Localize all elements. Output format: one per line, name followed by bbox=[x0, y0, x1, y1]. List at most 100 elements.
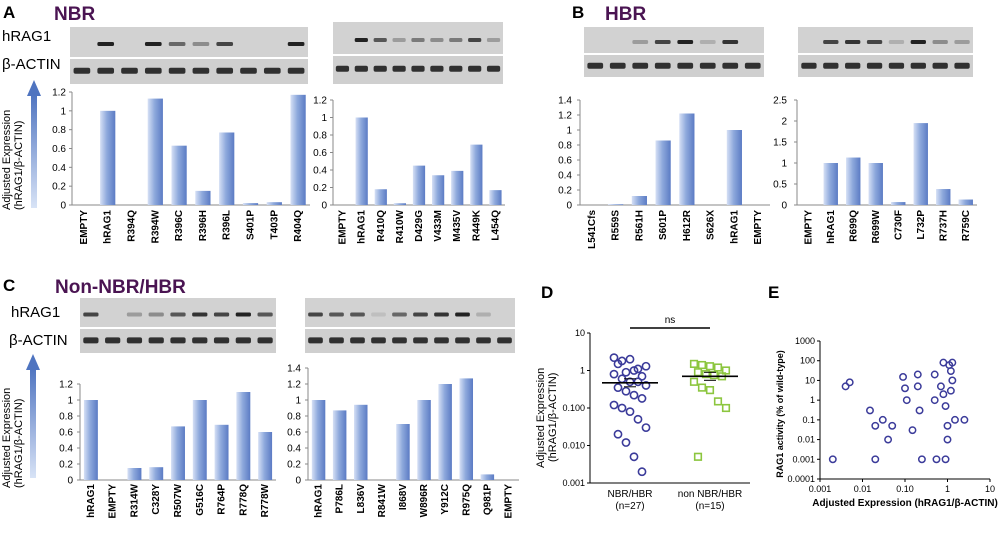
bar bbox=[412, 165, 426, 205]
y-tick-label: 0.2 bbox=[558, 186, 572, 197]
data-point bbox=[917, 455, 926, 464]
y-tick-label: 0.010 bbox=[562, 441, 585, 451]
category-label: hRAG1 bbox=[826, 210, 837, 244]
data-point bbox=[633, 377, 643, 387]
y-tick-label: 1 bbox=[566, 126, 572, 137]
western-blot-b1 bbox=[584, 27, 764, 77]
bar bbox=[396, 424, 410, 480]
x-tick-label: 10 bbox=[985, 484, 995, 494]
x-axis-title: Adjusted Expression (hRAG1/β-ACTIN) bbox=[812, 498, 998, 509]
data-point bbox=[629, 452, 639, 462]
bar bbox=[679, 113, 695, 205]
bar bbox=[332, 410, 347, 480]
y-tick-label: 0.4 bbox=[287, 444, 301, 455]
bar-chart-c2: 0 0.2 0.4 0.6 0.8 1 1.2 1.4 hRAG1 P786L L836V R841W… bbox=[287, 364, 519, 518]
data-point bbox=[633, 364, 643, 374]
bar bbox=[149, 467, 164, 480]
y-tick-label: 10 bbox=[805, 375, 815, 385]
y-tick-label: 1 bbox=[781, 159, 787, 170]
bar bbox=[480, 474, 495, 480]
data-point bbox=[713, 397, 723, 406]
x-tick-label: 0.001 bbox=[809, 484, 832, 494]
data-point bbox=[828, 455, 837, 464]
bar bbox=[417, 400, 431, 480]
y-tick-label: 0.001 bbox=[562, 478, 585, 488]
data-point bbox=[946, 386, 955, 395]
bar-chart-b1: 0 0.2 0.4 0.6 0.8 1 1.2 1.4 L541Cfs R559S R561H S60… bbox=[558, 96, 770, 249]
hrag1-label-a: hRAG1 bbox=[2, 28, 51, 45]
data-point bbox=[871, 455, 880, 464]
bar bbox=[393, 203, 407, 205]
svg-text:(hRAG1/β-ACTIN): (hRAG1/β-ACTIN) bbox=[547, 373, 559, 462]
y-tick-label: 0.001 bbox=[792, 454, 815, 464]
bar bbox=[655, 140, 671, 205]
category-label: hRAG1 bbox=[357, 210, 368, 244]
bar bbox=[726, 130, 742, 205]
category-label: EMPTY bbox=[753, 210, 764, 245]
data-point bbox=[637, 371, 647, 381]
y-tick-label: 0.5 bbox=[773, 180, 787, 191]
data-point bbox=[621, 386, 631, 396]
bar bbox=[470, 144, 483, 205]
category-label: R561H bbox=[634, 210, 645, 241]
y-tick-label: 1.2 bbox=[558, 111, 572, 122]
y-tick-label: 1 bbox=[67, 396, 73, 407]
y-tick-label: 0.01 bbox=[797, 435, 815, 445]
y-tick-label: 1.4 bbox=[558, 96, 572, 107]
y-tick-label: 0.6 bbox=[287, 428, 301, 439]
y-tick-label: 0 bbox=[67, 476, 73, 487]
y-tick-label: 1 bbox=[810, 395, 815, 405]
bar bbox=[236, 392, 251, 480]
actin-label-c: β-ACTIN bbox=[9, 332, 68, 349]
bar bbox=[192, 400, 207, 480]
y-tick-label: 100 bbox=[800, 356, 815, 366]
y-tick-label: 0.6 bbox=[313, 148, 327, 159]
data-point bbox=[915, 406, 924, 415]
bar bbox=[127, 468, 142, 480]
bar-chart-b2: 0 0.5 1 1.5 2 2.5 EMPTY hRAG1 R699Q R699W C730F L73… bbox=[773, 96, 977, 245]
data-point bbox=[948, 358, 957, 367]
data-point bbox=[713, 363, 723, 372]
category-label: L732P bbox=[916, 210, 927, 240]
bar bbox=[936, 189, 951, 205]
y-tick-label: 0.100 bbox=[562, 403, 585, 413]
y-tick-label: 1.4 bbox=[287, 364, 301, 375]
category-label: Y912C bbox=[440, 484, 451, 515]
western-blot-c2 bbox=[305, 298, 515, 353]
category-label: R314W bbox=[129, 483, 140, 517]
data-point bbox=[943, 435, 952, 444]
data-point bbox=[930, 370, 939, 379]
x-tick-label: 0.01 bbox=[854, 484, 872, 494]
bar bbox=[219, 132, 235, 205]
y-tick-label: 10 bbox=[575, 328, 585, 338]
data-point bbox=[629, 366, 639, 375]
category-label: EMPTY bbox=[803, 210, 814, 245]
y-tick-label: 0.2 bbox=[52, 182, 66, 193]
y-tick-label: 0.8 bbox=[59, 412, 73, 423]
bar-chart-a1: 0 0.2 0.4 0.6 0.8 1 1.2 EMPTY hRAG1 R394Q R394W R39… bbox=[52, 88, 310, 244]
charts: 0 0.2 0.4 0.6 0.8 1 1.2 EMPTY hRAG1 R394Q R394W R39… bbox=[52, 88, 998, 519]
significance-label: ns bbox=[665, 315, 676, 326]
category-label: R410W bbox=[395, 209, 406, 243]
bar bbox=[823, 163, 838, 205]
bar bbox=[608, 204, 624, 205]
data-point bbox=[613, 429, 623, 439]
category-label: P786L bbox=[335, 484, 346, 513]
y-tick-label: 0.0001 bbox=[787, 474, 815, 484]
data-point bbox=[939, 390, 948, 399]
category-label: R699Q bbox=[848, 210, 859, 242]
category-label: R394Q bbox=[127, 210, 138, 242]
y-tick-label: 1.2 bbox=[313, 96, 327, 107]
data-point bbox=[633, 414, 643, 424]
y-tick-label: 0.8 bbox=[558, 141, 572, 152]
data-point bbox=[899, 373, 908, 381]
bar bbox=[459, 378, 474, 480]
category-label: L836V bbox=[356, 484, 367, 514]
data-point bbox=[629, 390, 639, 400]
bar bbox=[147, 98, 163, 205]
panel-title-c: Non-NBR/HBR bbox=[55, 277, 186, 298]
y-tick-label: 0.4 bbox=[59, 444, 73, 455]
y-tick-label: 1.2 bbox=[287, 380, 301, 391]
bar bbox=[258, 432, 273, 480]
data-point bbox=[845, 378, 854, 387]
